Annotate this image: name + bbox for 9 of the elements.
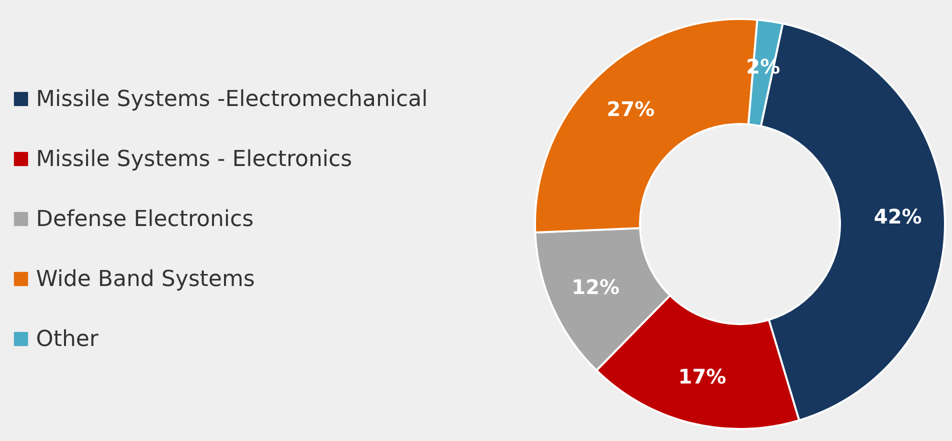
data-label: 42%: [874, 204, 922, 228]
legend-label: Wide Band Systems: [36, 267, 255, 292]
legend-label: Defense Electronics: [36, 207, 254, 232]
data-label: 27%: [606, 96, 655, 121]
data-label: 12%: [572, 275, 620, 300]
legend-label: Missile Systems -Electromechanical: [36, 87, 428, 112]
legend-label: Missile Systems - Electronics: [36, 147, 352, 172]
data-label: 17%: [678, 364, 726, 388]
legend-label: Other: [36, 327, 100, 352]
